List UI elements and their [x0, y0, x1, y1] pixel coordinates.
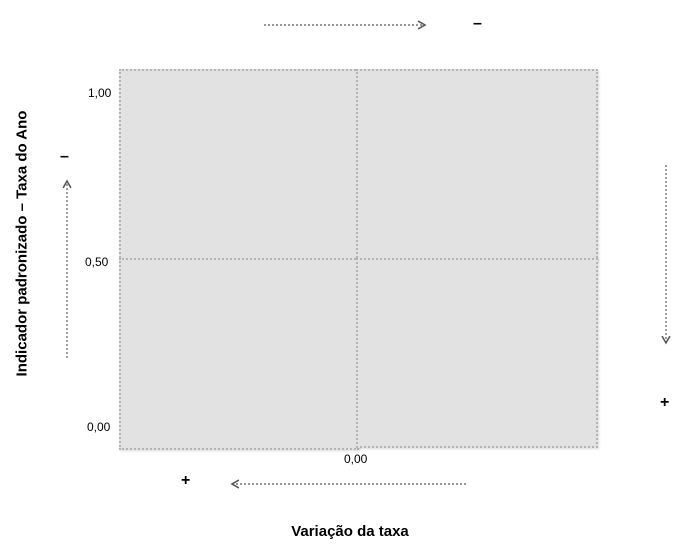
quadrant-bottom-left	[119, 258, 359, 450]
quadrant-top-right	[356, 69, 598, 261]
x-tick-label: 0,00	[344, 452, 368, 466]
y-axis-title: Indicador padronizado – Taxa do Ano	[13, 110, 31, 377]
sign-top: –	[473, 15, 482, 32]
y-tick-label: 0,50	[85, 255, 109, 269]
x-axis-title: Variação da taxa	[291, 523, 409, 540]
sign-bottom: +	[181, 472, 191, 489]
sign-left: –	[60, 148, 69, 165]
quadrant-top-left	[119, 69, 359, 261]
quadrant-bottom-right	[356, 258, 598, 448]
y-tick-label: 1,00	[88, 86, 112, 100]
y-tick-label: 0,00	[87, 420, 111, 434]
sign-right: +	[660, 394, 670, 411]
